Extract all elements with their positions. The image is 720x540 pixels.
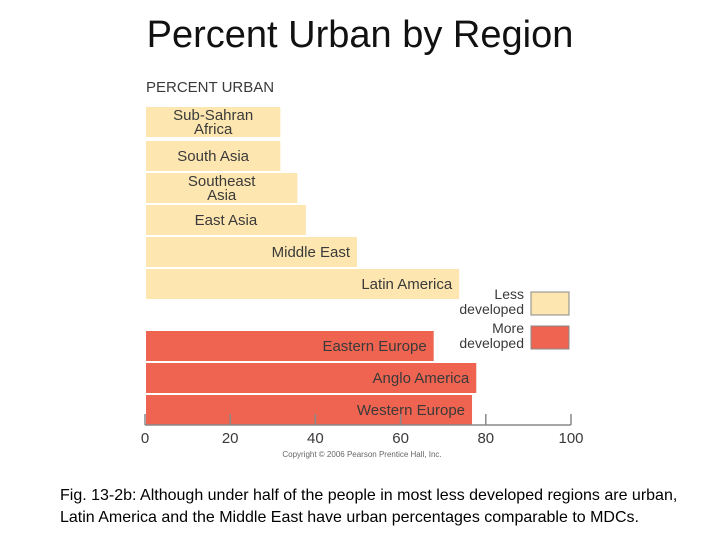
x-tick-label-4: 80 (477, 430, 494, 447)
bar-label-7: Anglo America (373, 370, 470, 387)
bar-4 (144, 235, 359, 269)
bar-2 (144, 171, 300, 205)
chart-title: PERCENT URBAN (146, 79, 274, 96)
copyright-text: Copyright © 2006 Pearson Prentice Hall, … (282, 450, 441, 459)
bar-label-4: Middle East (272, 244, 351, 261)
x-tick-label-0: 0 (141, 430, 149, 447)
x-axis: 0 20 40 60 80 100 (141, 414, 584, 447)
bar-label-0: Sub-Sahran Africa (173, 107, 253, 138)
bar-8 (144, 393, 475, 427)
slide-title: Percent Urban by Region (146, 14, 574, 56)
bar-label-3: East Asia (195, 212, 258, 229)
legend-label-more: More developed (459, 320, 524, 351)
figure-caption: Fig. 13-2b: Although under half of the p… (60, 487, 678, 526)
bar-label-8: Western Europe (357, 402, 465, 419)
x-tick-label-5: 100 (558, 430, 583, 447)
bar-6 (144, 329, 436, 363)
bar-label-6: Eastern Europe (322, 338, 426, 355)
bar-3 (144, 203, 308, 237)
bar-label-5: Latin America (361, 276, 453, 293)
percent-urban-chart: PERCENT URBAN Sub-Sahran Africa South Asia… (141, 79, 584, 459)
bar-0 (144, 105, 283, 139)
bar-7 (144, 361, 479, 395)
legend-swatch-less (530, 291, 570, 316)
bar-label-2: Southeast Asia (188, 173, 256, 204)
legend-label-less: Less developed (459, 286, 524, 317)
bar-label-1: South Asia (177, 148, 249, 165)
bars-group: Sub-Sahran Africa South Asia Southeast Asia E… (144, 105, 479, 427)
legend-swatch-more (530, 325, 570, 350)
x-tick-label-1: 20 (222, 430, 239, 447)
bar-5 (144, 267, 462, 301)
bar-1 (144, 139, 283, 173)
x-tick-label-2: 40 (307, 430, 324, 447)
x-tick-label-3: 60 (392, 430, 409, 447)
